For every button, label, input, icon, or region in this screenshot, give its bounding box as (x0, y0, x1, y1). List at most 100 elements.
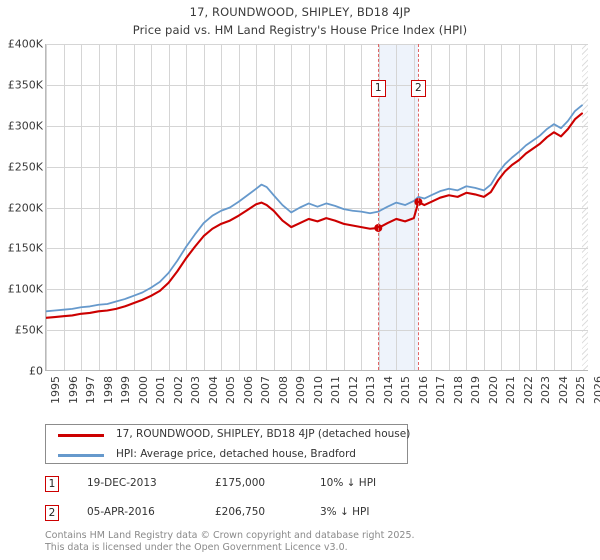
gridline-vertical (116, 44, 117, 370)
x-axis-tick-label: 1998 (101, 376, 115, 404)
x-axis-tick-label: 2012 (346, 376, 360, 404)
transaction-row[interactable]: 2 05-APR-2016 £206,750 3% ↓ HPI (45, 503, 465, 525)
x-axis-tick-label: 2014 (381, 376, 395, 404)
transaction-period-band (378, 44, 419, 370)
y-axis-tick-label: £100K (7, 282, 43, 296)
x-axis-tick-label: 2005 (224, 376, 238, 404)
gridline-vertical (186, 44, 187, 370)
legend-item-hpi: HPI: Average price, detached house, Brad… (46, 445, 407, 465)
x-axis-tick-label: 2003 (189, 376, 203, 404)
chart-legend: 17, ROUNDWOOD, SHIPLEY, BD18 4JP (detach… (45, 424, 411, 465)
transaction-price: £206,750 (215, 506, 266, 518)
x-axis-tick-label: 2004 (206, 376, 220, 404)
gridline-vertical (134, 44, 135, 370)
x-axis-tick-label: 2013 (364, 376, 378, 404)
x-axis-labels: 1995 1996 1997 1998 1999 2000 2001 2002 2003 2004… (45, 374, 600, 420)
future-projection-region (581, 44, 588, 370)
page-title: 17, ROUNDWOOD, SHIPLEY, BD18 4JP Price p… (0, 0, 600, 37)
transaction-hpi-delta: 3% ↓ HPI (320, 506, 370, 518)
transaction-event-line (418, 44, 420, 370)
series-line-property (46, 112, 584, 319)
transaction-event-line (378, 44, 380, 370)
x-axis-tick-label: 1997 (84, 376, 98, 404)
transaction-marker-badge: 2 (45, 505, 59, 521)
transaction-date: 19-DEC-2013 (87, 477, 157, 489)
transaction-row[interactable]: 1 19-DEC-2013 £175,000 10% ↓ HPI (45, 474, 465, 496)
x-axis-tick-label: 2002 (171, 376, 185, 404)
gridline-vertical (326, 44, 327, 370)
x-axis-tick-label: 2025 (574, 376, 588, 404)
x-axis-tick-label: 2009 (294, 376, 308, 404)
gridline-vertical (291, 44, 292, 370)
y-axis-labels: £0 £50K £100K £150K £200K £250K £300K £350K £400… (0, 38, 43, 378)
chart-marker-badge[interactable]: 2 (410, 80, 426, 97)
y-axis-tick-label: £200K (7, 201, 43, 214)
x-axis-tick-label: 1996 (66, 376, 80, 404)
x-axis-tick-label: 2019 (469, 376, 483, 404)
x-axis-tick-label: 2010 (311, 376, 325, 404)
gridline-vertical (519, 44, 520, 370)
x-axis-tick-label: 2018 (451, 376, 465, 404)
x-axis-tick-label: 2007 (259, 376, 273, 404)
gridline-vertical (344, 44, 345, 370)
legend-swatch-property-icon (58, 434, 104, 437)
gridline-vertical (204, 44, 205, 370)
x-axis-tick-label: 1999 (119, 376, 133, 404)
x-axis-tick-label: 2020 (486, 376, 500, 404)
y-axis-tick-label: £150K (7, 241, 43, 255)
gridline-vertical (536, 44, 537, 370)
x-axis-tick-label: 2015 (399, 376, 413, 404)
gridline-vertical (571, 44, 572, 370)
chart-title: 17, ROUNDWOOD, SHIPLEY, BD18 4JP (189, 5, 411, 19)
y-axis-tick-label: £400K (7, 37, 43, 51)
gridline-vertical (169, 44, 170, 370)
gridline-vertical (501, 44, 502, 370)
transaction-point-marker[interactable] (414, 197, 423, 206)
gridline-horizontal (46, 44, 588, 45)
x-axis-tick-label: 2017 (434, 376, 448, 404)
gridline-vertical (396, 44, 397, 370)
x-axis-tick-label: 2023 (539, 376, 553, 404)
legend-swatch-hpi-icon (58, 454, 104, 457)
x-axis-tick-label: 2001 (154, 376, 168, 404)
gridline-vertical (46, 44, 47, 370)
gridline-horizontal (46, 167, 588, 168)
x-axis-tick-label: 2006 (241, 376, 255, 404)
gridline-horizontal (46, 330, 588, 331)
legend-label-property: 17, ROUNDWOOD, SHIPLEY, BD18 4JP (detach… (116, 428, 411, 440)
transaction-price: £175,000 (215, 477, 266, 489)
transaction-hpi-delta: 10% ↓ HPI (320, 477, 377, 489)
footer-copyright: Contains HM Land Registry data © Crown c… (45, 530, 415, 541)
y-axis-tick-label: £50K (14, 323, 43, 337)
gridline-vertical (414, 44, 415, 370)
y-axis-tick-label: £300K (7, 119, 43, 133)
series-line-hpi (46, 104, 583, 313)
x-axis-tick-label: 1995 (49, 376, 62, 404)
x-axis-tick-label: 2024 (556, 376, 570, 404)
gridline-vertical (239, 44, 240, 370)
gridline-vertical (81, 44, 82, 370)
chart-marker-badge[interactable]: 1 (370, 80, 386, 97)
gridline-vertical (256, 44, 257, 370)
gridline-vertical (64, 44, 65, 370)
x-axis-tick-label: 2008 (276, 376, 290, 404)
x-axis-tick-label: 2000 (136, 376, 150, 404)
gridline-vertical (484, 44, 485, 370)
x-axis-tick-label: 2026 (592, 376, 600, 404)
gridline-horizontal (46, 208, 588, 209)
x-axis-tick-label: 2022 (521, 376, 535, 404)
legend-label-hpi: HPI: Average price, detached house, Brad… (116, 448, 356, 460)
x-axis-tick-label: 2011 (329, 376, 343, 404)
footer-licence: This data is licensed under the Open Gov… (45, 541, 348, 553)
transaction-marker-badge: 1 (45, 476, 59, 492)
gridline-horizontal (46, 289, 588, 290)
gridline-horizontal (46, 126, 588, 127)
gridline-vertical (466, 44, 467, 370)
attribution-footer: Contains HM Land Registry data © Crown c… (45, 530, 565, 553)
gridline-vertical (99, 44, 100, 370)
gridline-vertical (431, 44, 432, 370)
y-axis-tick-label: £250K (7, 160, 43, 174)
